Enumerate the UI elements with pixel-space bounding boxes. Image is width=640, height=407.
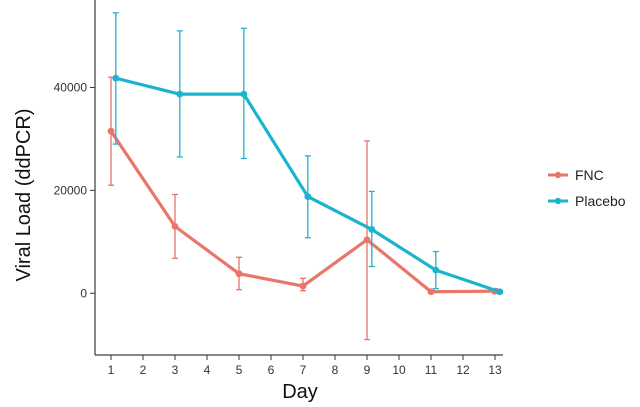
x-tick-label: 10 <box>392 363 406 377</box>
x-tick-label: 13 <box>488 363 502 377</box>
legend: FNC Placebo <box>548 167 626 209</box>
data-point <box>107 127 115 135</box>
data-point <box>427 288 435 296</box>
data-point <box>299 282 307 290</box>
legend-label: Placebo <box>575 193 626 209</box>
data-point <box>432 266 440 274</box>
legend-label: FNC <box>575 167 604 183</box>
x-tick-label: 3 <box>172 363 179 377</box>
data-point <box>235 270 243 278</box>
data-point <box>304 193 312 200</box>
data-point <box>171 222 179 230</box>
legend-item-placebo: Placebo <box>548 193 626 209</box>
x-tick-label: 11 <box>425 363 438 377</box>
data-point <box>363 236 371 244</box>
legend-swatch-point <box>554 197 562 205</box>
data-point <box>112 74 120 82</box>
x-tick-label: 9 <box>364 363 371 377</box>
x-axis-title: Day <box>282 381 318 403</box>
x-tick-label: 12 <box>456 363 470 377</box>
x-tick-label: 4 <box>204 363 211 377</box>
x-tick-label: 2 <box>140 363 147 377</box>
y-tick-label: 40000 <box>54 80 88 94</box>
series-fnc <box>107 76 499 341</box>
series-placebo <box>112 12 504 296</box>
data-point <box>176 90 184 98</box>
y-axis-title: Viral Load (ddPCR) <box>13 108 35 281</box>
data-point <box>368 226 376 233</box>
legend-item-fnc: FNC <box>548 167 604 183</box>
legend-swatch-point <box>554 171 562 179</box>
series-layer <box>107 12 504 341</box>
x-tick-label: 8 <box>332 363 339 377</box>
x-tick-label: 7 <box>300 363 307 377</box>
axes <box>94 0 503 356</box>
x-tick-label: 5 <box>236 363 243 377</box>
data-point <box>496 288 504 296</box>
y-tick-label: 20000 <box>54 183 88 197</box>
x-tick-label: 6 <box>268 363 275 377</box>
x-tick-label: 1 <box>108 363 115 377</box>
y-tick-label: 0 <box>80 286 87 300</box>
data-point <box>240 90 248 98</box>
